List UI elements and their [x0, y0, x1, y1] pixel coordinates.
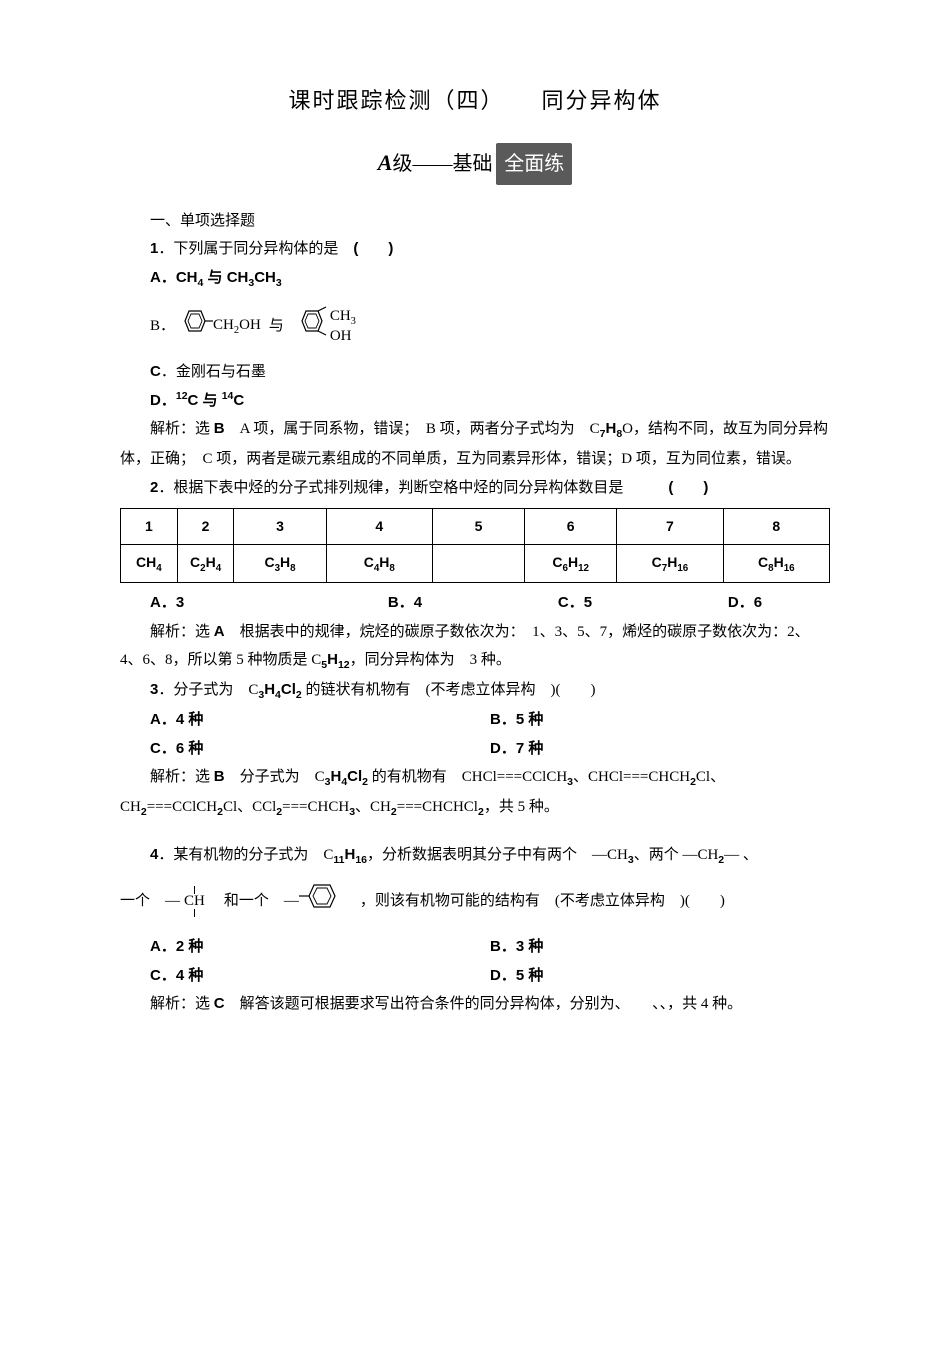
level-word: 级	[392, 153, 412, 175]
q1-optB-mid: 与	[269, 312, 284, 341]
q1-optA: A．CH4 与 CH3CH3	[120, 264, 830, 294]
page-title: 课时跟踪检测（四） 同分异构体	[120, 80, 830, 122]
q4-optA: A．2 种	[150, 938, 203, 955]
q1-optB-label: B	[150, 312, 160, 341]
level-base: 基础	[452, 153, 492, 175]
q3-optA: A．4 种	[150, 711, 203, 728]
q3-analysis: 解析：选 B 分子式为 C3H4Cl2 的有机物有 CHCl===CClCH3、…	[120, 763, 830, 823]
table-cell: 4	[326, 509, 432, 545]
q1-stem: 1．下列属于同分异构体的是 ( )	[120, 235, 830, 264]
table-cell: 2	[177, 509, 234, 545]
q1-optA-chem: ．CH4 与 CH3CH3	[161, 269, 282, 286]
q1-optB-frag1: CH2OH	[213, 311, 261, 341]
table-cell: C2H4	[177, 544, 234, 582]
q4-optB: B．3 种	[490, 938, 543, 955]
q4-options-row1: A．2 种 B．3 种	[120, 933, 830, 962]
section-heading: 一、单项选择题	[120, 207, 830, 236]
table-cell: C7H16	[617, 544, 723, 582]
q1-optC: C．金刚石与石墨	[120, 358, 830, 387]
q3-optB: B．5 种	[490, 711, 543, 728]
q3-options-row2: C．6 种 D．7 种	[120, 735, 830, 764]
q1-optD-chem: ．12C 与 14C	[161, 392, 244, 409]
table-cell	[432, 544, 524, 582]
q1-optD-label: D	[150, 392, 161, 409]
table-cell: 3	[234, 509, 326, 545]
table-cell: 5	[432, 509, 524, 545]
level-dash: ——	[412, 153, 452, 175]
table-cell: 8	[723, 509, 829, 545]
q4-optD: D．5 种	[490, 967, 543, 984]
q4-analysis: 解析：选 C 解答该题可根据要求写出符合条件的同分异构体，分别为、 、、，共 4…	[120, 990, 830, 1019]
q2-options: A．3 B．4 C．5 D．6	[120, 589, 830, 618]
table-cell: 6	[525, 509, 617, 545]
q2-paren: ( )	[668, 479, 708, 496]
q2-optB: B．4	[388, 594, 422, 611]
table-cell: C3H8	[234, 544, 326, 582]
table-cell: 1	[121, 509, 178, 545]
level-letter: A	[378, 150, 393, 175]
q1-optD: D．12C 与 14C	[120, 387, 830, 416]
table-row: 1 2 3 4 5 6 7 8	[121, 509, 830, 545]
q4-stem: 4．某有机物的分子式为 C11H16，分析数据表明其分子中有两个 —CH3、两个…	[120, 841, 830, 871]
q1-optC-text: ．金刚石与石墨	[161, 364, 266, 380]
benzene-icon	[299, 879, 345, 924]
table-cell: 7	[617, 509, 723, 545]
level-banner: A级——基础 全面练	[120, 142, 830, 185]
benzene-icon	[292, 304, 330, 349]
q1-optB-frag2: CH3 OH	[330, 308, 356, 344]
level-highlight: 全面练	[496, 143, 572, 185]
q1-paren: ( )	[353, 240, 393, 257]
table-cell: CH4	[121, 544, 178, 582]
q1-optB: B． CH2OH 与 CH3 OH	[120, 304, 830, 349]
q4-options-row2: C．4 种 D．5 种	[120, 962, 830, 991]
q4-optC: C．4 种	[150, 967, 203, 984]
q3-optC: C．6 种	[150, 740, 203, 757]
benzene-icon	[175, 304, 213, 349]
q1-text: ．下列属于同分异构体的是	[158, 241, 353, 257]
q2-table: 1 2 3 4 5 6 7 8 CH4 C2H4 C3H8 C4H8 C6H12…	[120, 508, 830, 583]
q2-stem: 2．根据下表中烃的分子式排列规律，判断空格中烃的同分异构体数目是 ( )	[120, 474, 830, 503]
q1-analysis: 解析：选 B A 项，属于同系物，错误； B 项，两者分子式均为 C7H8O，结…	[120, 415, 830, 473]
table-cell: C4H8	[326, 544, 432, 582]
q2-optD: D．6	[728, 594, 762, 611]
q1-optC-label: C	[150, 363, 161, 380]
q2-text: ．根据下表中烃的分子式排列规律，判断空格中烃的同分异构体数目是	[158, 480, 668, 496]
q2-analysis: 解析：选 A 根据表中的规律，烷烃的碳原子数依次为： 1、3、5、7，烯烃的碳原…	[120, 618, 830, 676]
q2-optA: A．3	[150, 594, 184, 611]
q3-options-row1: A．4 种 B．5 种	[120, 706, 830, 735]
q3-optD: D．7 种	[490, 740, 543, 757]
table-cell: C8H16	[723, 544, 829, 582]
q4-line2: 一个 — CH 和一个 — ，则该有机物可能的结构有 (不考虑立体异构 )( )	[120, 879, 830, 924]
q3-stem: 3．分子式为 C3H4Cl2 的链状有机物有 (不考虑立体异构 )( )	[120, 676, 830, 706]
ch-fragment-icon: CH	[184, 886, 205, 917]
table-row: CH4 C2H4 C3H8 C4H8 C6H12 C7H16 C8H16	[121, 544, 830, 582]
q1-optA-label: A	[150, 269, 161, 286]
q2-optC: C．5	[558, 594, 592, 611]
table-cell: C6H12	[525, 544, 617, 582]
